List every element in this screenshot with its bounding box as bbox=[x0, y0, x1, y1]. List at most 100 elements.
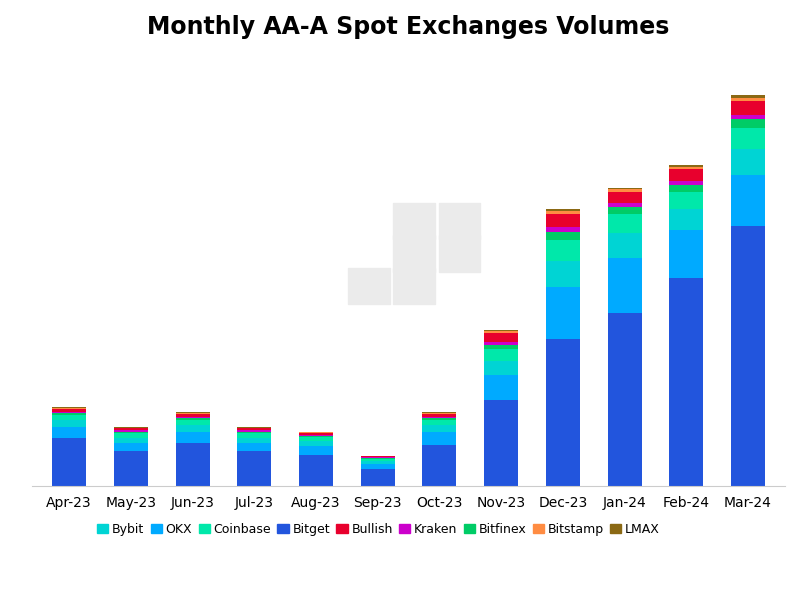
Bar bbox=[422, 413, 456, 414]
Bar bbox=[607, 203, 642, 206]
Bar bbox=[670, 192, 703, 209]
Bar bbox=[394, 268, 435, 304]
Bar bbox=[422, 414, 456, 417]
Bar bbox=[238, 433, 271, 437]
Bar bbox=[299, 433, 333, 434]
Bar bbox=[731, 175, 765, 226]
Bar bbox=[422, 417, 456, 418]
Bar bbox=[546, 241, 580, 261]
Bar bbox=[484, 329, 518, 331]
Bar bbox=[299, 446, 333, 455]
Bar bbox=[607, 193, 642, 203]
Bar bbox=[607, 188, 642, 189]
Bar bbox=[484, 331, 518, 333]
Bar bbox=[52, 437, 86, 486]
Bar bbox=[299, 436, 333, 437]
Bar bbox=[670, 165, 703, 167]
Bar bbox=[114, 431, 148, 433]
Bar bbox=[546, 287, 580, 339]
Bar bbox=[175, 414, 210, 417]
Bar bbox=[361, 469, 394, 486]
Bar bbox=[52, 413, 86, 415]
Legend: Bybit, OKX, Coinbase, Bitget, Bullish, Kraken, Bitfinex, Bitstamp, LMAX: Bybit, OKX, Coinbase, Bitget, Bullish, K… bbox=[92, 518, 665, 541]
Bar bbox=[546, 227, 580, 232]
Bar bbox=[438, 203, 480, 239]
Bar bbox=[238, 430, 271, 431]
Bar bbox=[114, 430, 148, 431]
Bar bbox=[422, 418, 456, 420]
Bar bbox=[361, 459, 394, 461]
Bar bbox=[731, 95, 765, 98]
Bar bbox=[114, 437, 148, 443]
Bar bbox=[52, 427, 86, 437]
Bar bbox=[607, 233, 642, 257]
Bar bbox=[546, 261, 580, 287]
Bar bbox=[484, 400, 518, 486]
Bar bbox=[52, 415, 86, 420]
Bar bbox=[731, 128, 765, 149]
Bar bbox=[361, 461, 394, 464]
Bar bbox=[114, 443, 148, 451]
Bar bbox=[484, 345, 518, 349]
Bar bbox=[484, 333, 518, 342]
Bar bbox=[438, 235, 480, 272]
Bar bbox=[394, 235, 435, 272]
Bar bbox=[52, 420, 86, 427]
Bar bbox=[114, 433, 148, 437]
Bar bbox=[238, 428, 271, 430]
Bar bbox=[670, 185, 703, 192]
Bar bbox=[175, 443, 210, 486]
Bar bbox=[52, 412, 86, 413]
Bar bbox=[299, 455, 333, 486]
Bar bbox=[238, 451, 271, 486]
Bar bbox=[238, 443, 271, 451]
Bar bbox=[670, 230, 703, 278]
Bar bbox=[731, 226, 765, 486]
Bar bbox=[299, 434, 333, 436]
Bar bbox=[175, 413, 210, 414]
Bar bbox=[670, 181, 703, 185]
Bar bbox=[422, 433, 456, 445]
Bar bbox=[422, 445, 456, 486]
Bar bbox=[546, 211, 580, 214]
Bar bbox=[175, 433, 210, 443]
Bar bbox=[361, 464, 394, 469]
Bar bbox=[238, 431, 271, 433]
Bar bbox=[731, 115, 765, 119]
Bar bbox=[299, 441, 333, 446]
Bar bbox=[731, 119, 765, 128]
Bar bbox=[394, 203, 435, 239]
Bar bbox=[348, 268, 390, 304]
Title: Monthly AA-A Spot Exchanges Volumes: Monthly AA-A Spot Exchanges Volumes bbox=[147, 15, 670, 39]
Bar bbox=[175, 425, 210, 433]
Bar bbox=[670, 167, 703, 169]
Bar bbox=[175, 417, 210, 418]
Bar bbox=[731, 149, 765, 175]
Bar bbox=[546, 209, 580, 211]
Bar bbox=[607, 206, 642, 214]
Bar bbox=[484, 361, 518, 375]
Bar bbox=[175, 418, 210, 420]
Bar bbox=[607, 189, 642, 193]
Bar bbox=[607, 313, 642, 486]
Bar bbox=[361, 458, 394, 459]
Bar bbox=[175, 420, 210, 425]
Bar bbox=[546, 339, 580, 486]
Bar bbox=[546, 214, 580, 227]
Bar bbox=[670, 278, 703, 486]
Bar bbox=[299, 437, 333, 441]
Bar bbox=[607, 214, 642, 233]
Bar bbox=[484, 349, 518, 361]
Bar bbox=[299, 432, 333, 433]
Bar bbox=[731, 101, 765, 115]
Bar bbox=[52, 408, 86, 409]
Bar bbox=[114, 428, 148, 430]
Bar bbox=[52, 409, 86, 412]
Bar bbox=[731, 98, 765, 101]
Bar bbox=[607, 257, 642, 313]
Bar bbox=[422, 420, 456, 425]
Bar bbox=[670, 209, 703, 230]
Bar bbox=[114, 451, 148, 486]
Bar bbox=[484, 342, 518, 345]
Bar bbox=[422, 425, 456, 433]
